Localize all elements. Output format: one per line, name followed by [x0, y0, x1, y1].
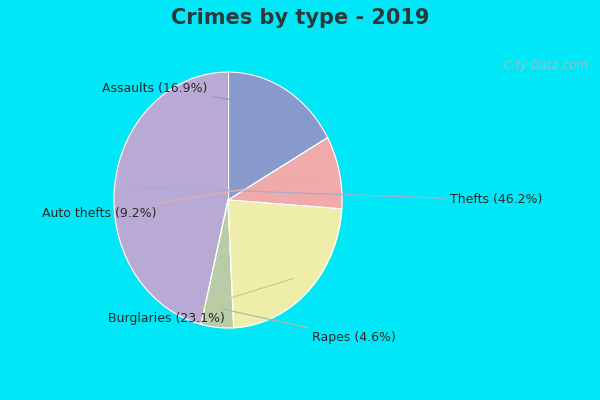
Polygon shape: [201, 200, 234, 328]
Polygon shape: [114, 72, 228, 324]
Text: Crimes by type - 2019: Crimes by type - 2019: [171, 8, 429, 28]
Polygon shape: [228, 72, 328, 200]
Text: Rapes (4.6%): Rapes (4.6%): [221, 309, 396, 344]
Text: Assaults (16.9%): Assaults (16.9%): [102, 82, 274, 106]
Polygon shape: [228, 138, 342, 209]
Text: City-Data.com: City-Data.com: [500, 59, 588, 72]
Text: Thefts (46.2%): Thefts (46.2%): [134, 187, 542, 206]
Polygon shape: [228, 200, 342, 328]
Text: Burglaries (23.1%): Burglaries (23.1%): [108, 278, 293, 324]
Text: Auto thefts (9.2%): Auto thefts (9.2%): [42, 177, 320, 220]
